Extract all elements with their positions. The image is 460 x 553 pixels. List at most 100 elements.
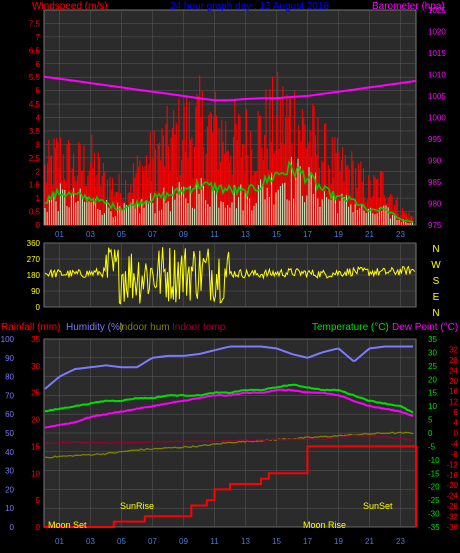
wind-direction-panel: 0 90 180 270 360 N W S E N bbox=[27, 239, 442, 319]
rainfall-tick-label: 25 bbox=[31, 389, 40, 398]
temperature-time-axis: 01 03 05 07 09 11 13 15 17 19 21 23 bbox=[55, 537, 405, 546]
temperature-axes: 010203040506070809010005101520253035-35-… bbox=[1, 335, 459, 532]
barometer-tick-label: 985 bbox=[428, 178, 442, 187]
temperature-series bbox=[44, 345, 417, 528]
barometer-line bbox=[43, 75, 417, 102]
dew-point-title: Dew Point (°C) bbox=[392, 322, 458, 333]
barometer-tick-label: 990 bbox=[428, 157, 442, 166]
wind-time-axis: 01 03 05 07 09 11 13 15 17 19 21 23 bbox=[55, 230, 405, 239]
direction-axis: 0 90 180 270 360 bbox=[27, 239, 41, 312]
humidity-tick-label: 70 bbox=[5, 391, 14, 400]
humidity-tick-label: 80 bbox=[5, 373, 14, 382]
moon-set-label: Moon Set bbox=[48, 520, 87, 530]
compass-n-top: N bbox=[432, 244, 439, 255]
barometer-tick-label: 1005 bbox=[428, 92, 446, 101]
compass-n-bottom: N bbox=[432, 308, 439, 319]
time-tick-label: 21 bbox=[365, 537, 374, 546]
time-tick-label: 03 bbox=[86, 230, 95, 239]
humidity-tick-label: 60 bbox=[5, 410, 14, 419]
barometer-tick-label: 1010 bbox=[428, 71, 446, 80]
compass-e: E bbox=[433, 292, 440, 303]
temperature-panel: 010203040506070809010005101520253035-35-… bbox=[1, 322, 459, 546]
indoor-hum-line bbox=[44, 431, 414, 459]
barometer-axis: 975 980 985 990 995 1000 1005 1010 1015 1020 1025 bbox=[428, 6, 446, 230]
direction-tick-label: 360 bbox=[27, 239, 41, 248]
sunrise-label: SunRise bbox=[120, 501, 154, 511]
windspeed-tick-label: 6 bbox=[36, 60, 41, 69]
indoor-temp-tick-label: -32 bbox=[446, 513, 458, 522]
temperature-line bbox=[44, 383, 414, 414]
indoor-temp-tick-label: -28 bbox=[446, 502, 458, 511]
windspeed-tick-label: 7 bbox=[36, 33, 41, 42]
indoor-temp-tick-label: -20 bbox=[446, 481, 458, 490]
temperature-tick-label: -15 bbox=[428, 469, 440, 478]
time-tick-label: 15 bbox=[272, 537, 281, 546]
wind-barometer-panel: 00.511.522.533.544.555.566.577.5 9759809… bbox=[29, 1, 446, 239]
rainfall-line bbox=[44, 445, 417, 528]
temperature-tick-label: 30 bbox=[428, 348, 437, 357]
windspeed-title: Windspeed (m/s) bbox=[32, 1, 108, 12]
humidity-tick-label: 20 bbox=[5, 485, 14, 494]
windspeed-tick-label: 6.5 bbox=[29, 46, 41, 55]
time-tick-label: 23 bbox=[396, 537, 405, 546]
rainfall-tick-label: 10 bbox=[31, 469, 40, 478]
windspeed-tick-label: 0.5 bbox=[29, 208, 41, 217]
indoor-temp-tick-label: 16 bbox=[449, 387, 458, 396]
windspeed-tick-label: 7.5 bbox=[29, 19, 41, 28]
barometer-tick-label: 980 bbox=[428, 200, 442, 209]
temperature-tick-label: 25 bbox=[428, 362, 437, 371]
moon-rise-label: Moon Rise bbox=[303, 520, 346, 530]
time-tick-label: 07 bbox=[148, 230, 157, 239]
time-tick-label: 05 bbox=[117, 537, 126, 546]
indoor-temp-line bbox=[44, 434, 414, 445]
indoor-temp-tick-label: 28 bbox=[449, 356, 458, 365]
rainfall-tick-label: 20 bbox=[31, 416, 40, 425]
time-tick-label: 07 bbox=[148, 537, 157, 546]
direction-tick-label: 90 bbox=[31, 287, 40, 296]
humidity-tick-label: 10 bbox=[5, 504, 14, 513]
indoor-temp-tick-label: 24 bbox=[449, 366, 458, 375]
temperature-tick-label: 10 bbox=[428, 402, 437, 411]
rainfall-tick-label: 35 bbox=[31, 335, 40, 344]
temperature-tick-label: -35 bbox=[428, 523, 440, 532]
indoor-hum-title: Indoor hum bbox=[119, 322, 170, 333]
windspeed-tick-label: 3 bbox=[36, 140, 41, 149]
rainfall-tick-label: 15 bbox=[31, 442, 40, 451]
indoor-temp-tick-label: -16 bbox=[446, 471, 458, 480]
time-tick-label: 17 bbox=[303, 537, 312, 546]
windspeed-tick-label: 2.5 bbox=[29, 154, 41, 163]
time-tick-label: 13 bbox=[241, 537, 250, 546]
humidity-tick-label: 50 bbox=[5, 429, 14, 438]
humidity-tick-label: 100 bbox=[1, 335, 15, 344]
temperature-tick-label: -20 bbox=[428, 483, 440, 492]
time-tick-label: 19 bbox=[334, 537, 343, 546]
direction-series bbox=[44, 247, 416, 305]
barometer-tick-label: 1015 bbox=[428, 49, 446, 58]
humidity-tick-label: 90 bbox=[5, 354, 14, 363]
barometer-tick-label: 1020 bbox=[428, 28, 446, 37]
windspeed-tick-label: 4.5 bbox=[29, 100, 41, 109]
windspeed-tick-label: 5 bbox=[36, 87, 41, 96]
barometer-tick-label: 995 bbox=[428, 135, 442, 144]
time-tick-label: 23 bbox=[396, 230, 405, 239]
time-tick-label: 13 bbox=[241, 230, 250, 239]
temperature-tick-label: 15 bbox=[428, 389, 437, 398]
indoor-temp-tick-label: 20 bbox=[449, 377, 458, 386]
indoor-temp-tick-label: 32 bbox=[449, 345, 458, 354]
temperature-tick-label: 20 bbox=[428, 375, 437, 384]
wind-series bbox=[43, 72, 417, 225]
direction-tick-label: 180 bbox=[27, 271, 41, 280]
indoor-temp-tick-label: -8 bbox=[451, 450, 459, 459]
time-tick-label: 01 bbox=[55, 537, 64, 546]
direction-tick-label: 0 bbox=[36, 303, 41, 312]
time-tick-label: 19 bbox=[334, 230, 343, 239]
barometer-tick-label: 975 bbox=[428, 221, 442, 230]
time-tick-label: 01 bbox=[55, 230, 64, 239]
indoor-temp-tick-label: -36 bbox=[446, 523, 458, 532]
temperature-tick-label: -25 bbox=[428, 496, 440, 505]
dew-point-line bbox=[44, 388, 414, 429]
compass-labels: N W S E N bbox=[431, 244, 441, 319]
temperature-tick-label: -5 bbox=[428, 442, 436, 451]
rainfall-title: Rainfall (mm) bbox=[1, 322, 60, 333]
